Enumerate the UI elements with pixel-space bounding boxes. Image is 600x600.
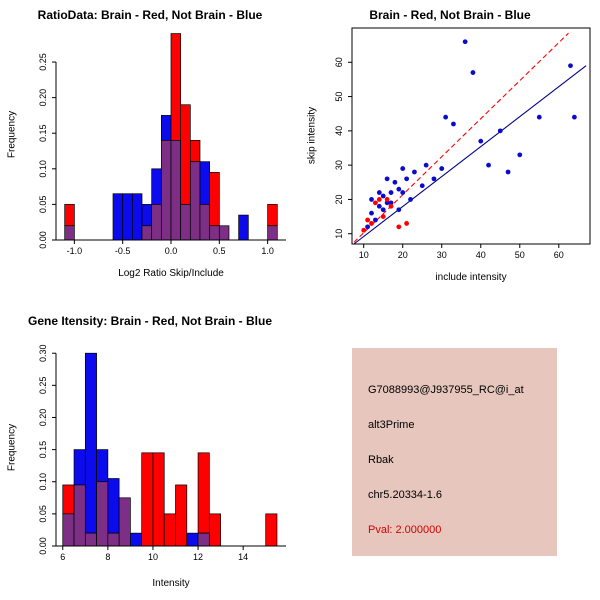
- scatter-xlabel: include intensity: [435, 272, 507, 283]
- svg-text:0.10: 0.10: [38, 160, 48, 178]
- svg-text:6: 6: [60, 552, 65, 562]
- svg-text:0.20: 0.20: [38, 89, 48, 107]
- svg-text:50: 50: [334, 92, 344, 102]
- svg-text:40: 40: [476, 250, 486, 260]
- info-box: G7088993@J937955_RC@i_at alt3Prime Rbak chr…: [352, 348, 557, 556]
- svg-text:60: 60: [334, 57, 344, 67]
- scatter-plot: 10 20 30 40 50 60 10 20 30 40 50 60: [334, 27, 591, 260]
- ratio-hist-ylabel: Frequency: [6, 110, 18, 159]
- svg-text:0.30: 0.30: [38, 344, 48, 362]
- svg-text:0.10: 0.10: [38, 473, 48, 491]
- svg-text:0.05: 0.05: [38, 505, 48, 523]
- svg-text:30: 30: [437, 250, 447, 260]
- gene-hist-title: Gene Itensity: Brain - Red, Not Brain - …: [27, 314, 273, 328]
- svg-text:30: 30: [334, 160, 344, 170]
- gene-hist-ylabel: Frequency: [6, 423, 18, 472]
- scatter-title: Brain - Red, Not Brain - Blue: [369, 8, 531, 22]
- svg-text:0.15: 0.15: [38, 124, 48, 142]
- svg-text:0.05: 0.05: [38, 196, 48, 214]
- svg-text:10: 10: [148, 552, 158, 562]
- svg-text:0.20: 0.20: [38, 409, 48, 427]
- gene-hist-xlabel: Intensity: [152, 578, 190, 589]
- svg-text:10: 10: [334, 229, 344, 239]
- svg-text:0.25: 0.25: [38, 377, 48, 395]
- svg-text:-0.5: -0.5: [115, 246, 131, 256]
- svg-text:1.0: 1.0: [261, 246, 274, 256]
- svg-text:0.00: 0.00: [38, 231, 48, 249]
- svg-text:0.00: 0.00: [38, 537, 48, 555]
- info-line-3: chr5.20334-1.6: [368, 489, 442, 501]
- ratio-hist-xlabel: Log2 Ratio Skip/Include: [118, 268, 224, 279]
- info-line-0: G7088993@J937955_RC@i_at: [368, 384, 524, 396]
- info-line-4: Pval: 2.000000: [368, 524, 442, 536]
- svg-text:14: 14: [238, 552, 248, 562]
- svg-text:60: 60: [554, 250, 564, 260]
- scatter-ylabel: skip intensity: [306, 106, 318, 165]
- svg-text:0.15: 0.15: [38, 441, 48, 459]
- ratio-hist-plot: -1.0 -0.5 0.0 0.5 1.0 0.00 0.05 0.10 0.15 0.20 0.2…: [38, 33, 286, 256]
- svg-text:10: 10: [359, 250, 369, 260]
- svg-text:20: 20: [398, 250, 408, 260]
- info-line-1: alt3Prime: [368, 419, 415, 431]
- info-line-2: Rbak: [368, 454, 394, 466]
- svg-text:8: 8: [105, 552, 110, 562]
- svg-text:0.5: 0.5: [213, 246, 226, 256]
- svg-text:12: 12: [193, 552, 203, 562]
- gene-hist-plot: 6 8 10 12 14 0.00 0.05 0.10 0.15 0.20 0.25 0.30: [38, 344, 286, 562]
- svg-text:0.0: 0.0: [165, 246, 178, 256]
- svg-text:0.25: 0.25: [38, 53, 48, 71]
- svg-text:20: 20: [334, 194, 344, 204]
- ratio-hist-title: RatioData: Brain - Red, Not Brain - Blue: [37, 8, 263, 22]
- svg-text:-1.0: -1.0: [67, 246, 83, 256]
- svg-text:50: 50: [515, 250, 525, 260]
- svg-text:40: 40: [334, 126, 344, 136]
